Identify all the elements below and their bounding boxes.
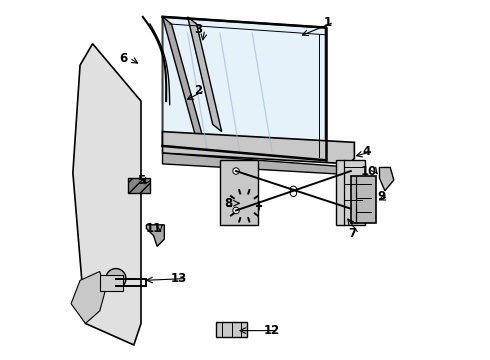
Text: 5: 5 [137,174,145,186]
Polygon shape [379,167,394,191]
Text: 4: 4 [363,145,371,158]
Bar [100,275,123,291]
Polygon shape [351,176,376,223]
Text: 13: 13 [171,272,187,285]
Polygon shape [337,160,365,225]
Text: 7: 7 [348,227,357,240]
Polygon shape [128,178,150,193]
Text: 10: 10 [361,165,377,177]
Circle shape [229,191,259,221]
Polygon shape [71,271,105,323]
Polygon shape [216,321,247,337]
Circle shape [233,168,239,174]
Text: 6: 6 [119,51,127,64]
Circle shape [106,269,126,289]
Polygon shape [220,160,258,225]
Text: 3: 3 [195,23,202,36]
Circle shape [290,186,296,193]
Text: 8: 8 [225,197,233,210]
Circle shape [233,207,239,214]
Text: 2: 2 [195,84,202,97]
Polygon shape [188,17,221,132]
Text: 12: 12 [264,324,280,337]
Polygon shape [163,132,354,164]
Text: 9: 9 [377,190,386,203]
Text: 1: 1 [323,16,332,29]
Polygon shape [163,17,204,140]
Polygon shape [163,17,326,160]
Circle shape [290,190,296,197]
Text: 11: 11 [146,222,162,235]
Polygon shape [163,153,354,175]
Polygon shape [147,225,164,246]
Polygon shape [73,44,141,345]
